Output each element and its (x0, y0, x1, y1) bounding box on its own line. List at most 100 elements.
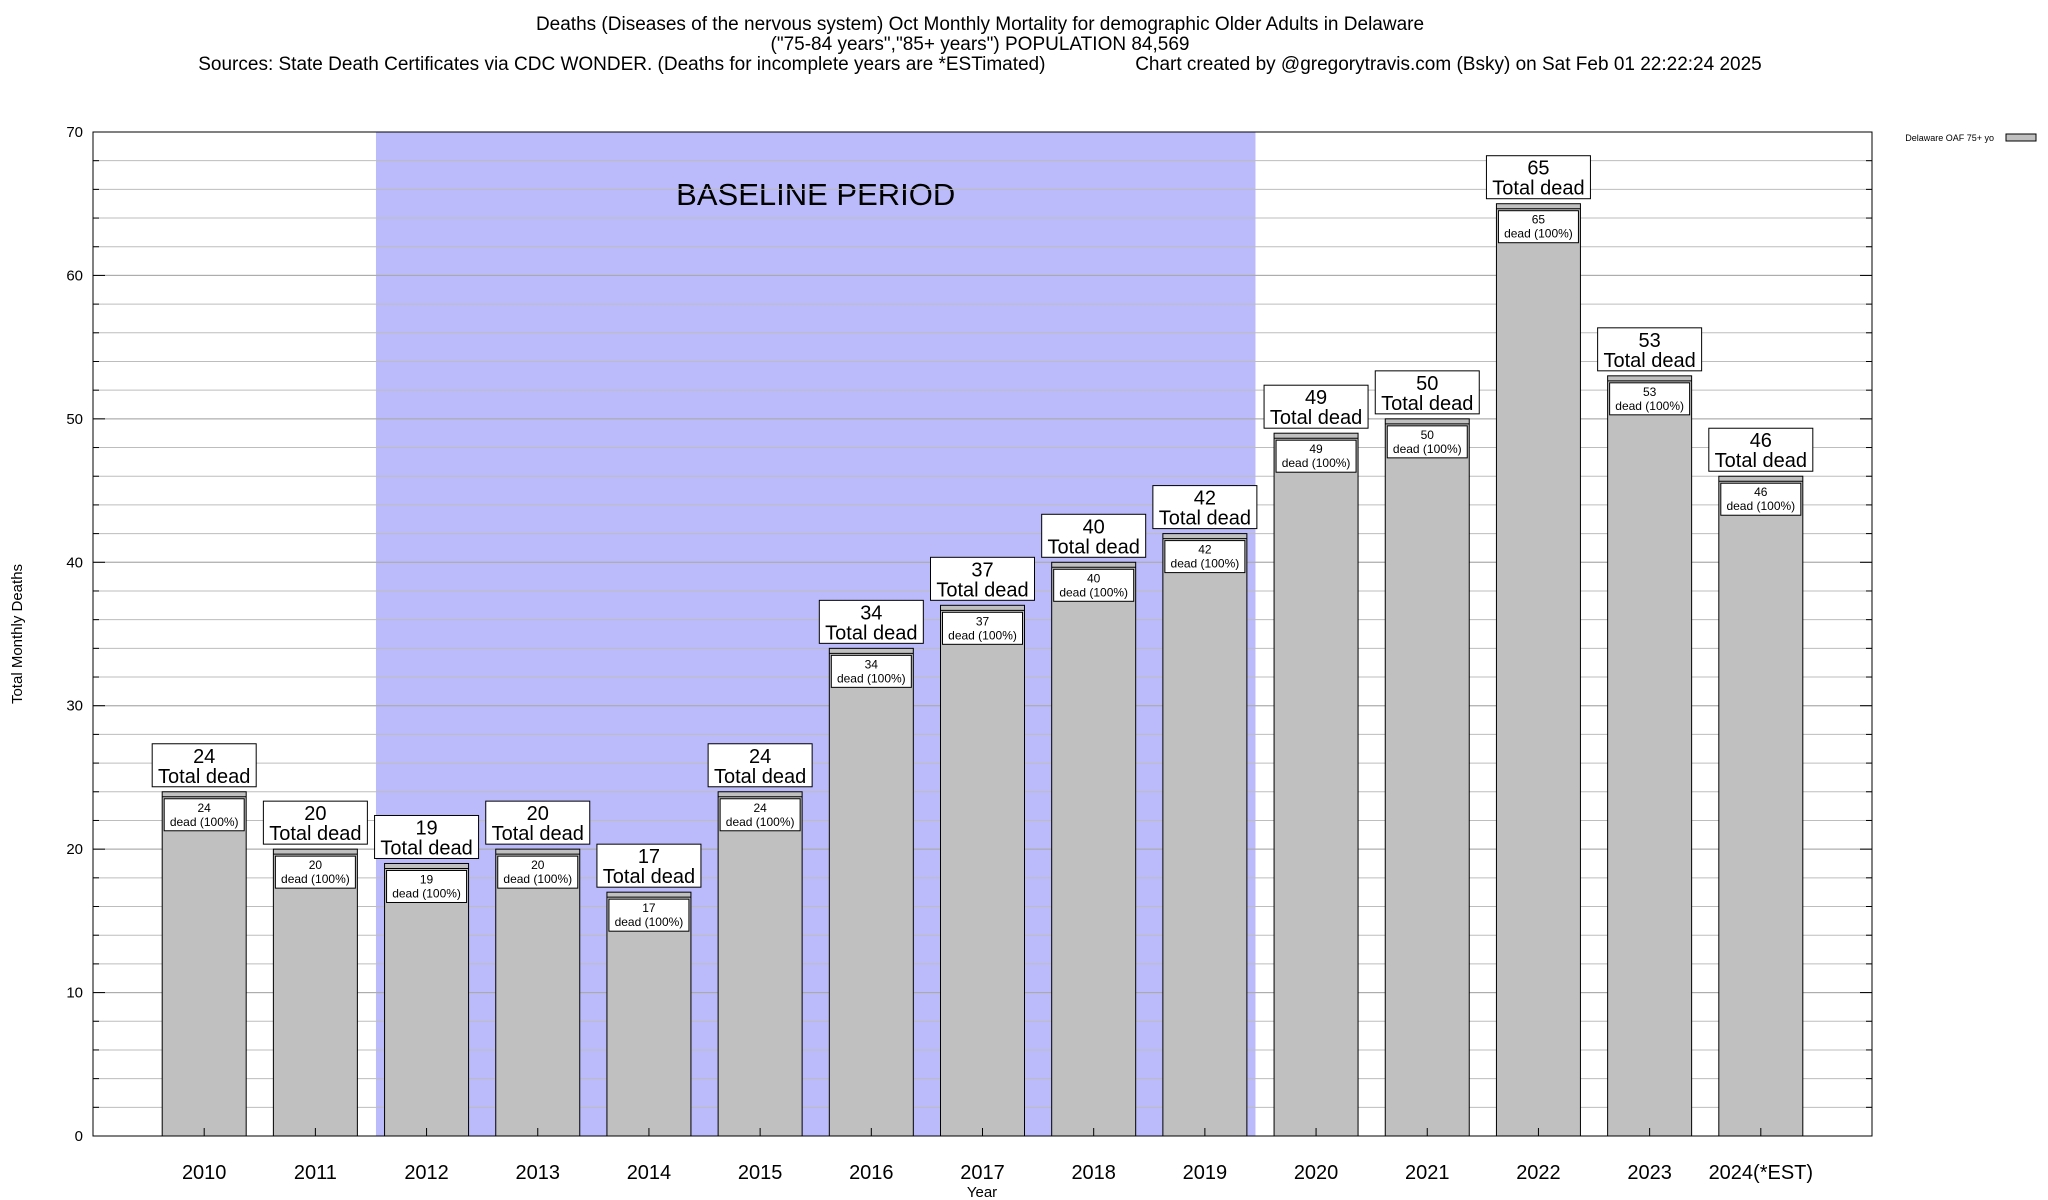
y-tick-label: 50 (66, 411, 83, 428)
bar-inner-value-label: 46 (1754, 485, 1768, 499)
bar (161, 791, 247, 1137)
x-tick-label: 2021 (1405, 1162, 1450, 1184)
bar-inner-label-box (1164, 540, 1246, 574)
bar-top-total-label: Total dead (714, 766, 806, 788)
x-axis-label: Year (967, 1184, 997, 1200)
bar-top-label-box (1485, 155, 1591, 200)
bar-inner-percent-label: dead (100%) (1282, 456, 1351, 470)
bar-inner-percent-label: dead (100%) (948, 628, 1017, 642)
bar-inner-label-box (1386, 425, 1468, 459)
bar-inner-percent-label: dead (100%) (1504, 227, 1573, 241)
x-tick-label: 2023 (1627, 1162, 1672, 1184)
y-tick-label: 30 (66, 698, 83, 715)
bar-top-label-box (485, 800, 591, 845)
bar-inner-label-box (274, 855, 356, 889)
bar-inner-percent-label: dead (100%) (170, 815, 239, 829)
bar-inner-label-box (497, 855, 579, 889)
bar (1051, 561, 1137, 1137)
y-tick-label: 40 (66, 554, 83, 571)
baseline-period-label: BASELINE PERIOD (676, 177, 955, 212)
bar-top-total-label: Total dead (380, 837, 472, 859)
chart-title-line-2: ("75-84 years","85+ years") POPULATION 8… (770, 34, 1190, 55)
bar-top-total-label: Total dead (936, 579, 1028, 601)
bar-top-total-label: Total dead (492, 823, 584, 845)
bar (717, 791, 803, 1137)
y-axis-label: Total Monthly Deaths (9, 564, 26, 704)
legend-swatch (2005, 133, 2037, 142)
x-tick-label: 2017 (960, 1162, 1005, 1184)
bar-inner-label-box (1275, 439, 1357, 473)
bar-top-value-label: 42 (1194, 488, 1216, 510)
x-tick-label: 2018 (1071, 1162, 1116, 1184)
bar (1273, 432, 1359, 1137)
bar-inner-value-label: 49 (1309, 442, 1323, 456)
bar-top-total-label: Total dead (1715, 450, 1807, 472)
x-tick-label: 2011 (294, 1162, 337, 1184)
bar-inner-value-label: 53 (1643, 385, 1657, 399)
bar-inner-label-box (719, 798, 801, 832)
bar-inner-percent-label: dead (100%) (503, 872, 572, 886)
bar-top-value-label: 24 (749, 746, 771, 768)
bar-top-value-label: 37 (971, 559, 993, 581)
chart-title-line-1: Deaths (Diseases of the nervous system) … (535, 14, 1425, 35)
bar-top-total-label: Total dead (603, 866, 695, 888)
chart-title-line-3: Sources: State Death Certificates via CD… (198, 54, 1762, 75)
x-tick-label: 2012 (404, 1162, 449, 1184)
bar-inner-value-label: 42 (1198, 543, 1212, 557)
bar-inner-value-label: 20 (531, 858, 545, 872)
bar (828, 647, 914, 1137)
y-tick-label: 70 (66, 124, 83, 141)
bar (1495, 203, 1581, 1137)
y-tick-label: 20 (66, 841, 83, 858)
bar-top-total-label: Total dead (1159, 508, 1251, 530)
bar-top-value-label: 40 (1083, 516, 1105, 538)
bar-top-value-label: 53 (1639, 330, 1661, 352)
bar-inner-percent-label: dead (100%) (281, 872, 350, 886)
bar-inner-label-box (1720, 482, 1802, 516)
bar-inner-percent-label: dead (100%) (1171, 557, 1240, 571)
bar (940, 604, 1025, 1137)
x-tick-label: 2013 (516, 1162, 561, 1184)
bar-inner-percent-label: dead (100%) (837, 671, 906, 685)
bar (1607, 375, 1693, 1137)
bar-inner-value-label: 24 (198, 801, 212, 815)
bar-top-value-label: 46 (1750, 430, 1772, 452)
bar-top-label-box (818, 599, 924, 644)
bar-top-value-label: 49 (1305, 387, 1327, 409)
bar-top-total-label: Total dead (825, 622, 917, 644)
bar-top-label-box (374, 814, 480, 859)
bar-inner-percent-label: dead (100%) (615, 915, 684, 929)
bar-top-total-label: Total dead (158, 766, 250, 788)
bar-top-value-label: 19 (415, 817, 437, 839)
bar-top-label-box (262, 800, 368, 845)
bar-top-value-label: 50 (1416, 373, 1438, 395)
bar-top-label-box (1152, 485, 1258, 530)
bar-inner-label-box (163, 798, 245, 832)
bar-inner-value-label: 50 (1421, 428, 1435, 442)
bar-top-total-label: Total dead (1381, 393, 1473, 415)
bar-inner-value-label: 19 (420, 872, 434, 886)
bar-top-label-box (930, 556, 1035, 601)
bar-top-label-box (596, 843, 702, 888)
bar-top-value-label: 20 (527, 803, 549, 825)
x-tick-label: 2022 (1516, 1162, 1561, 1184)
bar-top-total-label: Total dead (1492, 178, 1584, 200)
x-tick-label: 2014 (627, 1162, 672, 1184)
bar-top-value-label: 17 (638, 846, 660, 868)
bar-top-label-box (1263, 384, 1369, 429)
bar-top-value-label: 34 (860, 602, 882, 624)
bar-inner-percent-label: dead (100%) (1726, 499, 1795, 513)
bar (1162, 533, 1248, 1137)
bar (495, 848, 581, 1137)
bar-top-total-label: Total dead (1270, 407, 1362, 429)
bar-inner-percent-label: dead (100%) (1393, 442, 1462, 456)
bar-top-label-box (1708, 427, 1814, 472)
bar-top-label-box (151, 743, 257, 788)
bar-inner-percent-label: dead (100%) (1059, 585, 1128, 599)
bar-top-label-box (1041, 513, 1147, 558)
bar-top-value-label: 20 (304, 803, 326, 825)
bar-inner-label-box (386, 869, 468, 903)
bar (1384, 418, 1470, 1137)
bar-top-total-label: Total dead (269, 823, 361, 845)
x-tick-label: 2019 (1183, 1162, 1228, 1184)
